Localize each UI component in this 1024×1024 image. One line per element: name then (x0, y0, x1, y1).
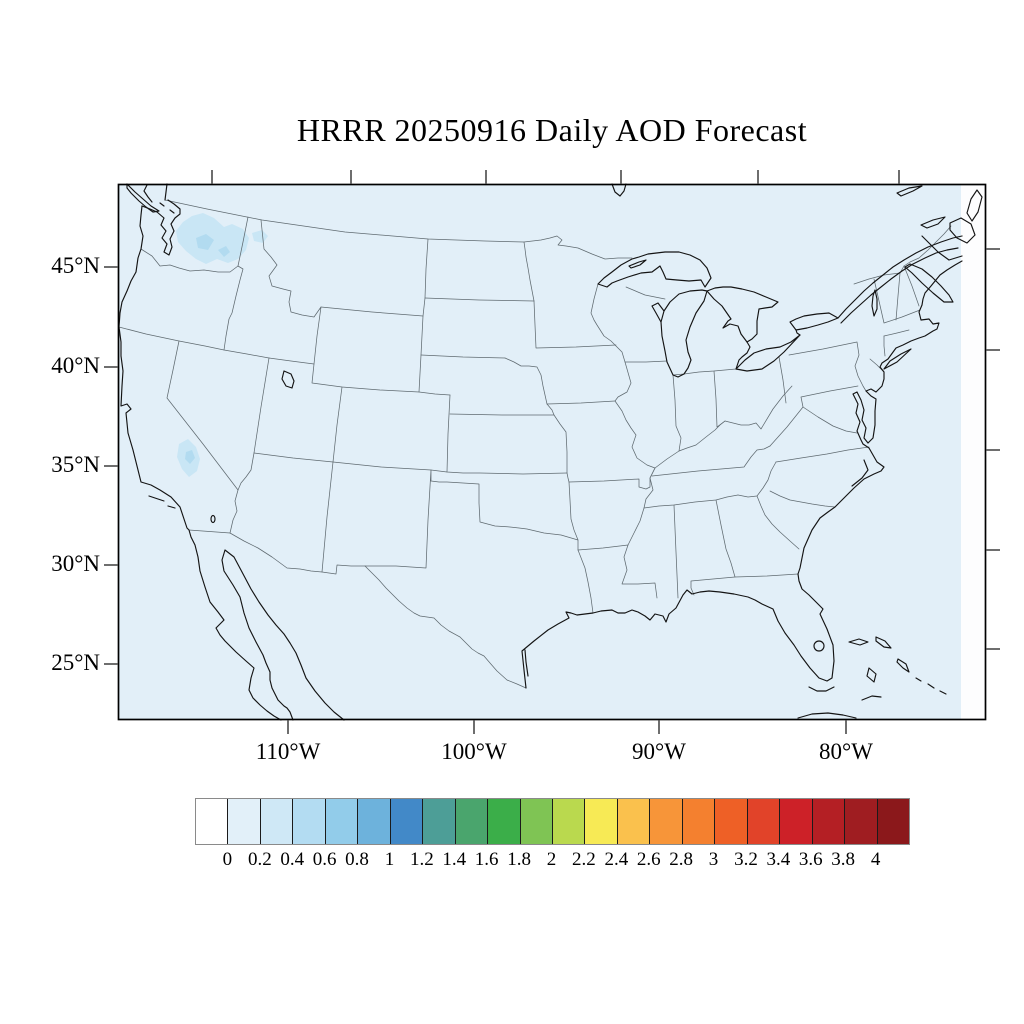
colorbar-tick-label: 3.6 (798, 849, 823, 870)
lat-tick-label: 30°N (51, 551, 100, 576)
lat-tick-label: 45°N (51, 253, 100, 278)
lon-tick-label: 80°W (819, 739, 873, 764)
coastlines (118, 183, 983, 721)
colorbar-cell (746, 799, 780, 844)
colorbar-tick-label: 1.4 (442, 849, 467, 870)
lon-tick-label: 100°W (441, 739, 507, 764)
colorbar-tick-label: 3 (708, 849, 719, 870)
map-background (118, 184, 986, 720)
chart-title: HRRR 20250916 Daily AOD Forecast (296, 112, 808, 148)
colorbar-cell (551, 799, 585, 844)
lat-tick-label: 40°N (51, 353, 100, 378)
colorbar-cell (196, 799, 228, 844)
colorbar-cell (681, 799, 715, 844)
colorbar-tick-label: 0 (222, 849, 233, 870)
lat-tick-label: 35°N (51, 452, 100, 477)
colorbar-tick-label: 0.2 (247, 849, 272, 870)
lon-tick-label: 110°W (255, 739, 321, 764)
colorbar-cell (584, 799, 617, 844)
colorbar-cell (811, 799, 845, 844)
colorbar-cell (292, 799, 325, 844)
colorbar-tick-label: 2.6 (636, 849, 661, 870)
colorbar-tick-label: 2 (546, 849, 557, 870)
colorbar-tick-label: 2.8 (669, 849, 693, 870)
colorbar-cell (357, 799, 390, 844)
colorbar-tick-label: 1 (384, 849, 395, 870)
colorbar-cell (454, 799, 488, 844)
colorbar-tick-label: 0.6 (312, 849, 337, 870)
colorbar-tick-label: 3.4 (766, 849, 791, 870)
domain-edge-strip (961, 185, 985, 719)
colorbar-cell (649, 799, 682, 844)
colorbar-cell (616, 799, 650, 844)
colorbar (195, 798, 910, 845)
colorbar-cell (259, 799, 293, 844)
colorbar-tick-label: 3.2 (734, 849, 758, 870)
axis-ticks (104, 170, 1000, 734)
state-borders (118, 199, 952, 689)
colorbar-tick-label: 4 (870, 849, 881, 870)
lon-tick-label: 90°W (632, 739, 686, 764)
colorbar-cell (519, 799, 552, 844)
colorbar-cell (389, 799, 423, 844)
lat-tick-label: 25°N (51, 650, 100, 675)
colorbar-cell (422, 799, 455, 844)
colorbar-cell (876, 799, 909, 844)
colorbar-cell (779, 799, 812, 844)
colorbar-cell (487, 799, 520, 844)
aod-patches (176, 213, 268, 477)
colorbar-tick-label: 0.8 (345, 849, 369, 870)
colorbar-tick-label: 2.4 (604, 849, 629, 870)
colorbar-tick-label: 0.4 (280, 849, 305, 870)
colorbar-tick-label: 2.2 (572, 849, 596, 870)
map-frame (117, 183, 987, 721)
colorbar-tick-label: 1.6 (474, 849, 499, 870)
colorbar-tick-label: 3.8 (831, 849, 856, 870)
colorbar-cell (844, 799, 877, 844)
colorbar-tick-label: 1.8 (507, 849, 531, 870)
colorbar-cell (227, 799, 260, 844)
colorbar-cell (714, 799, 747, 844)
colorbar-tick-label: 1.2 (409, 849, 434, 870)
colorbar-cell (324, 799, 358, 844)
